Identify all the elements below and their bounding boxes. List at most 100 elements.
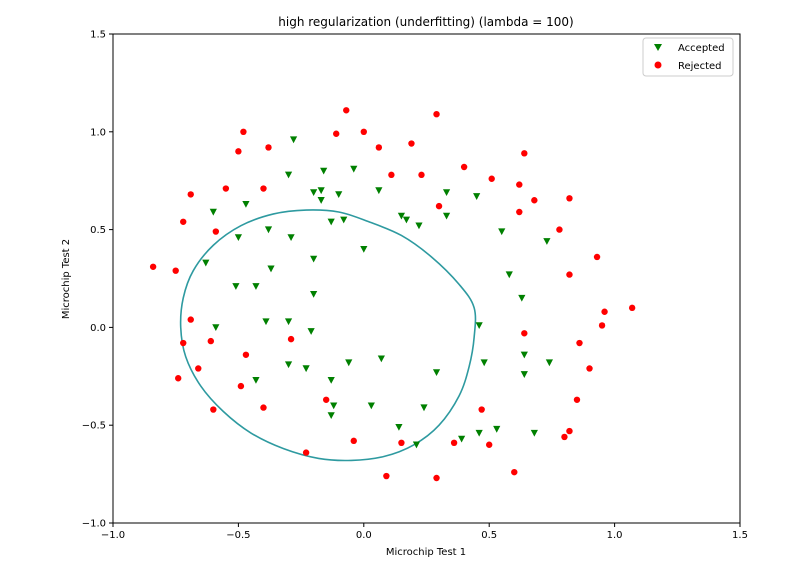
y-axis-label: Microchip Test 2 — [61, 239, 72, 319]
accepted-point — [327, 377, 335, 384]
accepted-point — [520, 351, 528, 359]
accepted-point — [302, 365, 310, 373]
rejected-point — [175, 375, 182, 382]
rejected-point — [222, 185, 230, 192]
rejected-point — [212, 228, 220, 235]
rejected-point — [566, 271, 573, 278]
rejected-point — [418, 171, 425, 179]
accepted-point — [284, 171, 293, 179]
accepted-point — [350, 165, 358, 173]
rejected-point — [322, 396, 330, 403]
accepted-point — [289, 136, 298, 144]
decision-boundary-curve — [179, 209, 477, 462]
accepted-point — [475, 429, 483, 437]
accepted-point — [262, 318, 270, 326]
x-tick-label: 1.5 — [732, 530, 748, 541]
x-tick-label: −1.0 — [101, 530, 125, 541]
x-tick-label: 1.0 — [607, 530, 623, 541]
accepted-point — [545, 359, 553, 367]
accepted-point — [530, 429, 538, 437]
y-tick-label: 0.0 — [90, 323, 106, 334]
rejected-point — [375, 144, 383, 151]
accepted-point — [264, 226, 273, 234]
rejected-point — [343, 107, 350, 114]
rejected-point — [576, 339, 583, 347]
rejected-point — [450, 439, 458, 447]
accepted-point — [518, 294, 526, 302]
rejected-point — [287, 335, 295, 343]
accepted-point — [327, 412, 335, 420]
x-tick-label: 0.0 — [356, 530, 372, 541]
y-tick-label: −1.0 — [82, 519, 106, 530]
y-tick-label: −0.5 — [82, 421, 106, 432]
accepted-point — [284, 361, 293, 369]
y-tick-label: 1.0 — [90, 127, 106, 138]
rejected-point — [488, 175, 495, 182]
legend-box — [642, 37, 734, 77]
rejected-point — [180, 339, 187, 347]
accepted-point — [367, 402, 375, 410]
rejected-point — [172, 267, 179, 274]
accepted-point — [307, 328, 315, 335]
accepted-point — [395, 423, 403, 431]
rejected-point — [516, 181, 523, 188]
rejected-point — [628, 304, 636, 312]
rejected-point — [556, 226, 563, 233]
rejected-point — [478, 406, 485, 413]
rejected-point — [586, 365, 593, 372]
x-tick-label: −0.5 — [226, 530, 250, 541]
accepted-point — [212, 324, 220, 331]
accepted-point — [340, 216, 348, 224]
rejected-point — [433, 110, 440, 118]
x-tick-label: 0.5 — [481, 530, 497, 541]
legend-accepted-label: Accepted — [678, 43, 725, 54]
accepted-point — [375, 187, 383, 195]
rejected-point — [260, 185, 267, 192]
accepted-point — [505, 271, 513, 279]
rejected-point — [566, 195, 573, 202]
accepted-point — [310, 255, 318, 263]
rejected-point — [210, 406, 217, 413]
accepted-point — [234, 234, 242, 242]
rejected-point — [383, 472, 390, 480]
rejected-point — [187, 191, 194, 198]
accepted-point — [442, 189, 451, 197]
accepted-point — [320, 167, 328, 175]
rejected-point — [180, 218, 187, 225]
accepted-point — [520, 371, 528, 378]
legend-rejected-label: Rejected — [678, 61, 722, 72]
accepted-point — [284, 318, 293, 326]
rejected-point — [398, 439, 405, 447]
y-tick-label: 1.5 — [90, 30, 106, 41]
accepted-point — [345, 359, 353, 367]
accepted-point — [267, 265, 275, 273]
accepted-point — [287, 234, 295, 242]
rejected-point — [187, 316, 194, 323]
accepted-point — [242, 200, 250, 208]
rejected-point — [237, 382, 245, 390]
rejected-point — [149, 263, 157, 270]
rejected-point — [433, 474, 440, 482]
accepted-point — [317, 187, 325, 195]
plot-area — [112, 33, 741, 524]
rejected-point — [333, 130, 340, 137]
rejected-point — [531, 197, 538, 204]
accepted-point — [310, 189, 318, 197]
accepted-point — [252, 377, 260, 384]
rejected-point — [350, 437, 357, 445]
rejected-point — [511, 468, 518, 476]
rejected-point — [573, 396, 581, 403]
accepted-point — [458, 435, 466, 443]
legend-rejected-marker — [654, 61, 662, 69]
accepted-point — [232, 283, 240, 290]
rejected-point — [235, 148, 242, 155]
accepted-point — [475, 322, 483, 330]
rejected-point — [601, 308, 608, 315]
rejected-point — [360, 128, 367, 135]
rejected-point — [561, 433, 568, 441]
rejected-point — [516, 208, 523, 216]
accepted-point — [480, 359, 488, 367]
x-axis-label: Microchip Test 1 — [386, 547, 466, 558]
accepted-point — [493, 425, 501, 433]
rejected-point — [408, 140, 415, 147]
